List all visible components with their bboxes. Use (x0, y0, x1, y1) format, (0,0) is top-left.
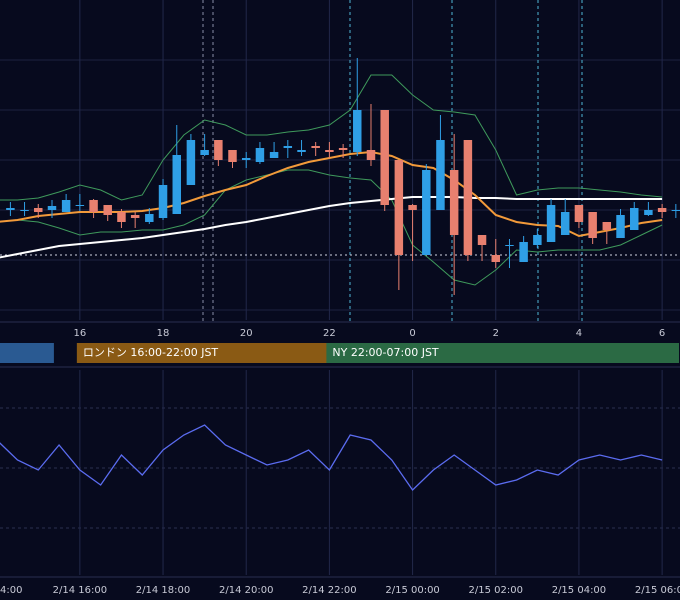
session-label: ロンドン 16:00-22:00 JST (83, 346, 219, 359)
candle-body (325, 150, 334, 152)
candle-body (602, 222, 612, 230)
candle-body (449, 170, 459, 235)
candle-body (6, 208, 15, 210)
indicator-line (0, 74, 663, 201)
x-tick-label: 2/14 18:00 (136, 585, 190, 596)
candle-body (117, 212, 126, 222)
candle-body (505, 245, 514, 246)
candle-body (297, 150, 306, 152)
candle-body (477, 235, 487, 245)
candle-body (533, 235, 542, 245)
session-bar (76, 343, 329, 363)
candle-body (172, 155, 182, 214)
candle-body (200, 150, 209, 155)
candle-body (47, 206, 57, 210)
candle-body (436, 140, 445, 210)
candle-body (380, 110, 389, 205)
candle-body (75, 205, 85, 206)
candle-body (89, 200, 98, 212)
candle-body (408, 205, 417, 210)
x-tick-label: 6 (659, 328, 665, 339)
candle-body (145, 214, 154, 222)
candle-body (616, 215, 625, 238)
candle-body (560, 212, 570, 235)
candle-body (491, 255, 500, 262)
x-tick-label: 2 (493, 328, 499, 339)
candle-body (366, 150, 376, 160)
candle-body (574, 205, 584, 222)
candle-body (103, 205, 112, 215)
candle-body (20, 210, 29, 211)
static-grid (0, 59, 680, 578)
candle-body (394, 160, 404, 255)
candle-body (338, 148, 348, 150)
indicator-line (0, 169, 663, 286)
x-tick-label: 18 (157, 328, 170, 339)
candle-body (463, 140, 473, 255)
x-tick-label: 2/14 20:00 (219, 585, 273, 596)
candle-body (353, 110, 362, 152)
x-tick-label: 2/15 02:00 (469, 585, 523, 596)
event-lines (0, 0, 680, 529)
x-tick-label: 0 (409, 328, 415, 339)
x-tick-label: 2/15 04:00 (552, 585, 606, 596)
candle-body (130, 215, 140, 218)
candle-body (519, 242, 528, 262)
candle-body (630, 208, 639, 230)
candle-body (61, 200, 71, 212)
candle-body (214, 140, 223, 160)
candle-body (546, 205, 556, 242)
candle-body (228, 150, 237, 162)
candle-body (422, 170, 431, 255)
session-label: NY 22:00-07:00 JST (332, 346, 439, 359)
candle-body (34, 208, 43, 212)
x-tick-label: 2/14 16:00 (53, 585, 107, 596)
candle-body (311, 146, 320, 148)
session-bar (326, 343, 679, 363)
x-tick-label: 20 (240, 328, 253, 339)
x-tick-label: 2/15 06:00 (635, 585, 680, 596)
x-tick-label: 2/14 22:00 (302, 585, 356, 596)
x-tick-label: 22 (323, 328, 336, 339)
candle-body (657, 208, 667, 212)
candle-body (255, 148, 265, 162)
candle-body (186, 140, 196, 185)
x-tick-label: 2/15 00:00 (385, 585, 439, 596)
session-bar (0, 343, 54, 363)
candle-body (283, 146, 293, 148)
x-tick-label: 4:00 (0, 585, 22, 596)
x-tick-label: 16 (73, 328, 86, 339)
candle-body (644, 210, 653, 215)
candle-body (588, 212, 597, 238)
candle-body (671, 210, 680, 211)
candle-body (158, 185, 168, 218)
candle-body (269, 152, 279, 158)
candle-body (241, 158, 251, 160)
x-tick-label: 4 (576, 328, 582, 339)
oscillator-line (0, 424, 663, 491)
